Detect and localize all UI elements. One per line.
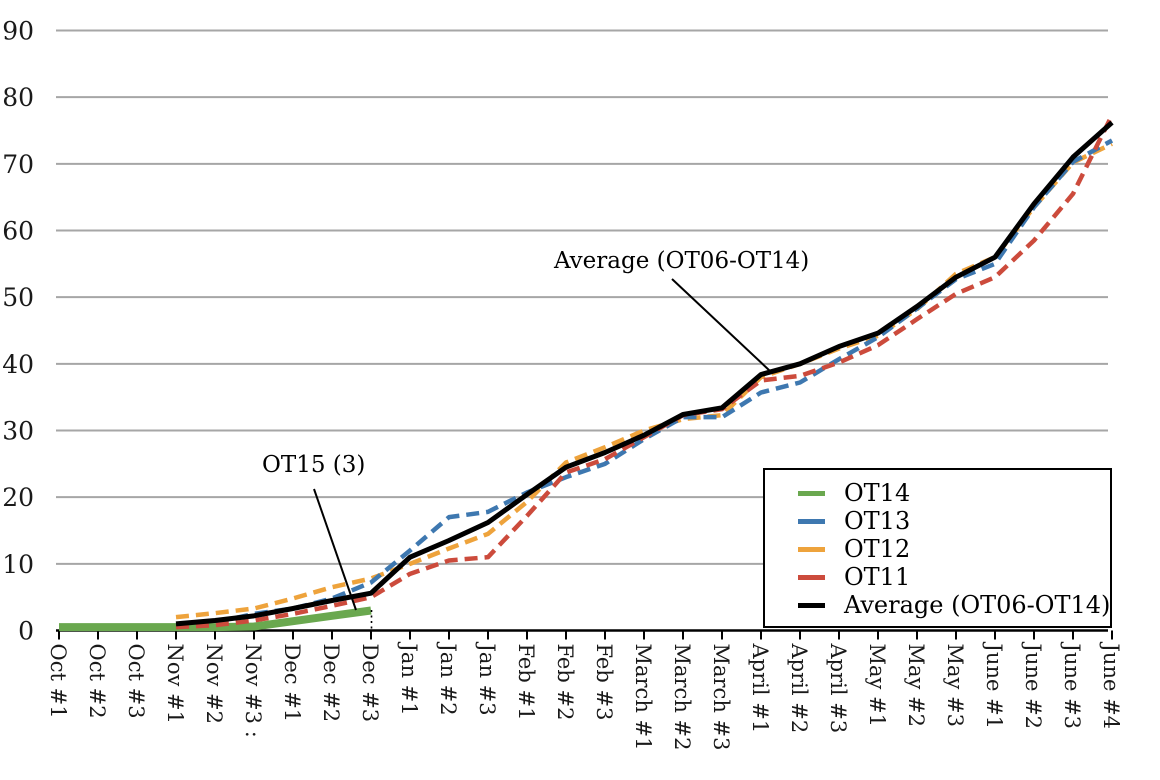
x-axis-tick-label: Dec #3 (358, 644, 382, 723)
legend-swatch (798, 518, 825, 524)
legend-swatch (798, 546, 825, 552)
legend-label: OT12 (844, 535, 911, 563)
x-axis-tick-label: Oct #2 (85, 644, 109, 719)
x-axis-tick-label: Feb #2 (553, 644, 577, 721)
x-axis-tick-label: March #2 (670, 644, 694, 751)
legend-swatch (798, 602, 825, 608)
y-axis-tick-label: 80 (2, 83, 34, 112)
y-axis-tick-label: 0 (18, 617, 34, 646)
x-axis-tick-label: June #1 (982, 642, 1006, 730)
legend-item-ot12: OT12 (798, 535, 1104, 563)
y-axis-tick-label: 20 (2, 483, 34, 512)
x-axis-tick-label: Oct #1 (46, 644, 70, 719)
x-axis-tick-label: May #1 (865, 644, 889, 728)
x-axis-tick-label: May #2 (904, 644, 928, 728)
x-axis-tick-label: April #1 (748, 643, 772, 734)
x-axis-tick-label: May #3 (943, 644, 967, 728)
y-axis-tick-label: 70 (2, 150, 34, 179)
annotation-ot15: OT15 (3) (262, 452, 366, 478)
legend-label: OT14 (844, 479, 911, 507)
y-axis-tick-label: 50 (2, 283, 34, 312)
x-axis-tick-label: Jan #1 (397, 642, 421, 716)
y-axis-tick-label: 90 (2, 17, 34, 46)
legend-label: Average (OT06-OT14) (844, 591, 1111, 619)
y-axis-tick-label: 30 (2, 417, 34, 446)
x-axis-tick-label: March #3 (709, 644, 733, 751)
x-axis-tick-label: Feb #1 (514, 644, 538, 721)
x-axis-tick-label: Nov #2 (202, 644, 226, 725)
legend-item-average-ot06-ot14-: Average (OT06-OT14) (798, 591, 1110, 619)
ot15-leader-line (313, 488, 357, 611)
legend-item-ot14: OT14 (798, 479, 1104, 507)
x-axis-tick-label: Nov #1 (163, 644, 187, 725)
x-axis-tick-label: April #3 (826, 643, 850, 734)
x-axis-tick-label: June #2 (1021, 642, 1045, 730)
x-axis-tick-label: Feb #3 (592, 644, 616, 721)
x-axis-tick-label: April #2 (787, 643, 811, 734)
legend-label: OT13 (844, 507, 911, 535)
x-axis-tick-label: June #3 (1060, 642, 1084, 730)
x-axis-tick-label: Jan #2 (436, 642, 460, 716)
legend-swatch (798, 490, 825, 496)
y-axis-tick-label: 10 (2, 550, 34, 579)
legend-item-ot13: OT13 (798, 507, 1104, 535)
x-axis-tick-label: Nov #3 : (241, 644, 265, 738)
series-line-ot12 (175, 141, 1113, 620)
x-axis-tick-label: June #4 (1099, 642, 1123, 730)
series-line-ot14 (59, 606, 372, 632)
y-axis-tick-label: 40 (2, 350, 34, 379)
legend-label: OT11 (844, 563, 911, 591)
x-axis-tick-label: Dec #1 (280, 644, 304, 723)
x-axis-tick-label: March #1 (631, 644, 655, 751)
legend-item-ot11: OT11 (798, 563, 1104, 591)
legend-swatch (798, 574, 825, 580)
x-axis-tick-label: Jan #3 (475, 642, 499, 716)
legend: OT14 OT13 OT12 OT11 Average (OT06-OT14) (763, 468, 1112, 628)
x-axis-tick-label: Oct #3 (124, 644, 148, 719)
average-leader-line (671, 278, 771, 372)
x-axis-tick-label: Dec #2 (319, 644, 343, 723)
y-axis-tick-label: 60 (2, 217, 34, 246)
series-line-average-ot06-ot14- (175, 120, 1114, 627)
annotation-average: Average (OT06-OT14) (554, 248, 810, 274)
